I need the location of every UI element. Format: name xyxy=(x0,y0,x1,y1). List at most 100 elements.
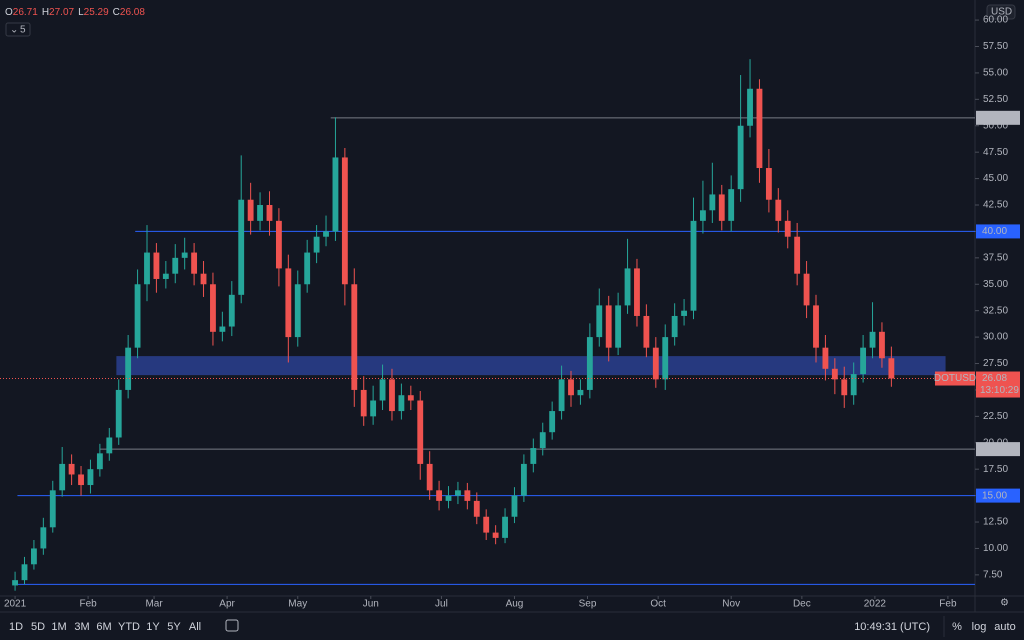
candle-body xyxy=(266,205,273,221)
x-tick-label: Sep xyxy=(579,599,597,610)
candle-body xyxy=(709,194,716,211)
candle-body xyxy=(87,469,94,486)
range-button[interactable]: 1Y xyxy=(146,621,160,633)
candle-body xyxy=(31,548,37,565)
candle-body xyxy=(492,532,499,538)
candle-body xyxy=(12,580,18,586)
x-tick-label: Apr xyxy=(219,599,235,610)
ohlc-key: L xyxy=(78,7,84,18)
candle-body xyxy=(304,252,311,285)
candle-body xyxy=(747,88,753,126)
candle-body xyxy=(134,284,141,348)
x-tick-label: Oct xyxy=(650,599,666,610)
candle-body xyxy=(841,379,848,396)
level-tag-label: 40.00 xyxy=(982,226,1007,237)
candle-body xyxy=(530,448,537,464)
candle-body xyxy=(803,273,810,306)
level-tag-label: 19.40 xyxy=(982,444,1007,455)
x-tick-label: Mar xyxy=(145,599,163,610)
candle-body xyxy=(455,490,461,496)
candle-body xyxy=(332,157,339,232)
y-tick-label: 52.50 xyxy=(983,94,1008,105)
ohlc-value: 25.29 xyxy=(84,7,109,18)
y-tick-label: 32.50 xyxy=(983,305,1008,316)
y-tick-label: 55.00 xyxy=(983,68,1008,79)
candle-body xyxy=(49,490,56,528)
candle-body xyxy=(389,379,395,412)
y-tick-label: 37.50 xyxy=(983,252,1008,263)
candle-body xyxy=(313,236,320,253)
candle-body xyxy=(671,315,678,338)
symbol-name: DOTUSD xyxy=(934,373,976,384)
candle-body xyxy=(888,358,895,379)
y-tick-label: 10.00 xyxy=(983,543,1008,554)
currency-button[interactable] xyxy=(986,4,1016,20)
candle-body xyxy=(756,88,763,169)
range-button[interactable]: 6M xyxy=(96,621,111,633)
indicator-toggle[interactable] xyxy=(5,22,31,37)
candle-body xyxy=(624,268,631,306)
level-tag-label: 50.75 xyxy=(982,112,1007,123)
candle-body xyxy=(850,374,857,396)
candle-body xyxy=(464,490,471,501)
y-tick-label: 17.50 xyxy=(983,464,1008,475)
candle-body xyxy=(502,516,508,538)
countdown: 13:10:29 xyxy=(980,385,1019,396)
candle-body xyxy=(115,389,122,438)
candle-body xyxy=(700,210,706,221)
candle-body xyxy=(634,268,640,316)
candle-body xyxy=(106,437,113,454)
candle-body xyxy=(586,337,593,390)
x-tick-label: Dec xyxy=(793,599,811,610)
range-button[interactable]: YTD xyxy=(118,621,140,633)
candle-body xyxy=(96,453,103,470)
currency[interactable]: USD xyxy=(991,7,1012,18)
candle-body xyxy=(238,199,245,295)
candle-body xyxy=(511,495,518,517)
range-button[interactable]: 3M xyxy=(74,621,89,633)
y-tick-label: 27.50 xyxy=(983,358,1008,369)
level-tag-label: 15.00 xyxy=(982,490,1007,501)
candle-body xyxy=(426,463,433,491)
x-tick-label: Jun xyxy=(363,599,379,610)
settings-icon[interactable]: ⚙ xyxy=(1000,598,1009,609)
price-tag-label: 26.08 xyxy=(982,373,1007,384)
goto-icon[interactable] xyxy=(225,619,239,632)
candle-body xyxy=(144,252,150,285)
support-zone xyxy=(116,356,946,376)
y-tick-label: 50.00 xyxy=(983,120,1008,131)
candle-body xyxy=(662,337,669,380)
level-tag xyxy=(976,110,1020,125)
y-tick-label: 45.00 xyxy=(983,173,1008,184)
range-button[interactable]: 5Y xyxy=(167,621,181,633)
candle-body xyxy=(568,379,574,396)
scale-button[interactable]: auto xyxy=(994,621,1015,633)
chevron: ⌄ xyxy=(10,25,18,36)
scale-button[interactable]: % xyxy=(952,621,962,633)
candle-body xyxy=(370,400,377,417)
range-button[interactable]: All xyxy=(189,621,201,633)
scale-button[interactable]: log xyxy=(972,621,987,633)
candle-body xyxy=(172,257,179,274)
range-button[interactable]: 1M xyxy=(51,621,66,633)
candle-body xyxy=(125,347,132,390)
candle-body xyxy=(219,326,226,332)
candle-body xyxy=(577,389,584,396)
candle-body xyxy=(275,220,282,269)
x-tick-label: Nov xyxy=(722,599,740,610)
candle-body xyxy=(21,564,28,581)
range-button[interactable]: 5D xyxy=(31,621,45,633)
y-tick-label: 30.00 xyxy=(983,332,1008,343)
x-tick-label: 2021 xyxy=(4,599,27,610)
y-tick-label: 42.50 xyxy=(983,200,1008,211)
candle-body xyxy=(643,315,650,348)
y-tick-label: 47.50 xyxy=(983,147,1008,158)
candle-body xyxy=(718,194,725,221)
candle-body xyxy=(40,527,47,549)
candle-body xyxy=(483,516,490,533)
candle-body xyxy=(436,490,443,501)
range-button[interactable]: 1D xyxy=(9,621,23,633)
candle-body xyxy=(341,157,348,285)
y-tick-label: 12.50 xyxy=(983,517,1008,528)
candle-body xyxy=(784,220,791,237)
